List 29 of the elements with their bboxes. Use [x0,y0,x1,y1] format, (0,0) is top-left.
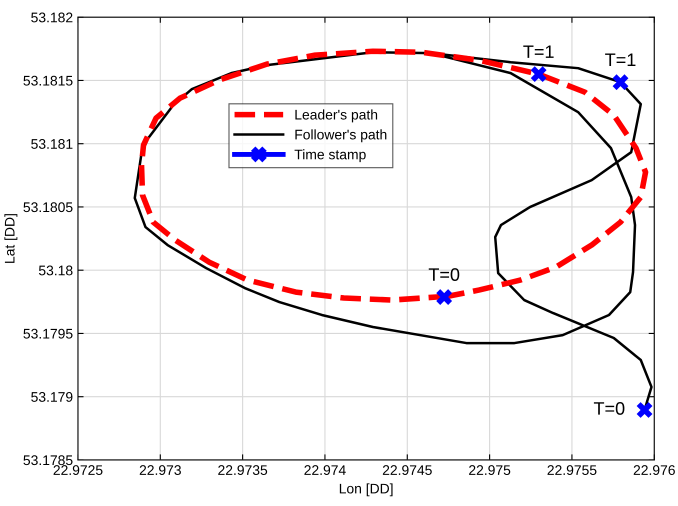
point [636,402,652,418]
y-tick-label: 53.18 [38,266,73,276]
legend-label: Leader's path [295,109,378,122]
y-tick-label: 53.181 [31,139,72,149]
y-tick-label: 53.179 [31,392,72,402]
y-tick-label: 53.1785 [23,455,73,466]
annotation: T=1 [605,54,636,66]
annotation: T=1 [523,45,554,58]
annotation: T=0 [428,268,460,281]
x-tick-label: 22.975 [469,465,510,476]
y-tick-label: 53.182 [31,12,72,22]
y-tick-label: 53.1805 [23,202,73,212]
y-axis-title: Lat [DD] [4,214,18,263]
x-tick-label: 22.9755 [548,465,596,476]
annotation: T=0 [594,402,624,415]
x-tick-label: 22.974 [304,465,346,476]
x-axis-title: Lon [DD] [340,483,393,496]
legend-label: Follower's path [295,129,386,142]
y-tick-label: 53.1795 [23,328,73,339]
x-tick-label: 22.9745 [382,465,432,476]
point [436,289,452,305]
x-tick-label: 22.9725 [54,465,102,476]
x-tick-label: 22.973 [140,465,181,476]
x-tick-label: 22.9735 [218,465,268,476]
legend-label: Time stamp [294,149,366,162]
y-tick-label: 53.1815 [23,76,73,86]
x-tick-label: 22.976 [634,465,675,476]
point [530,66,547,82]
point [612,74,628,90]
